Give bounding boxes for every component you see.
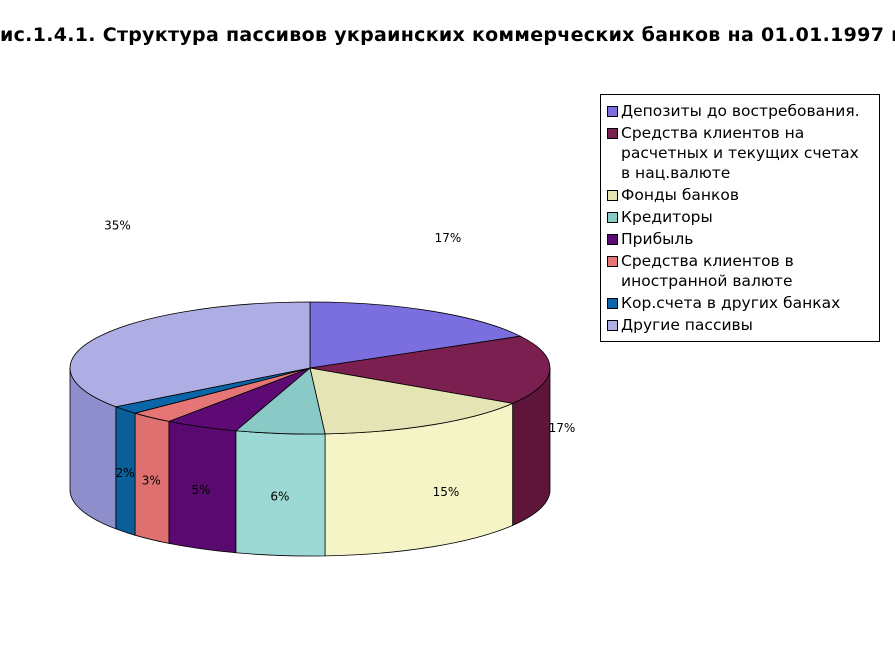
chart-legend: Депозиты до востребования. Средства клиен… [600, 94, 880, 342]
legend-swatch [607, 106, 618, 117]
legend-swatch [607, 256, 618, 267]
legend-item-2: Средства клиентов на расчетных и текущих… [607, 123, 871, 183]
pie-slice-2 [309, 335, 551, 404]
legend-item-6: Средства клиентов в иностранной валюте [607, 251, 871, 291]
legend-item-3: Фонды банков [607, 185, 871, 205]
pie-slice-3 [309, 367, 515, 435]
data-label-3: 15% [433, 485, 460, 499]
legend-item-7: Кор.счета в других банках [607, 293, 871, 313]
legend-label: Депозиты до востребования. [621, 102, 860, 120]
pie-sides [69, 367, 551, 557]
data-label-8: 35% [104, 219, 131, 233]
legend-label: Кор.счета в других банках [621, 294, 841, 312]
legend-item-8: Другие пассивы [607, 315, 871, 335]
data-label-5: 5% [191, 483, 210, 497]
legend-swatch [607, 298, 618, 309]
legend-item-4: Кредиторы [607, 207, 871, 227]
pie-slice-1 [309, 301, 522, 369]
legend-label: Кредиторы [621, 208, 713, 226]
legend-swatch [607, 320, 618, 331]
legend-label: Средства клиентов в иностранной валюте [621, 252, 794, 290]
legend-label: Другие пассивы [621, 316, 753, 334]
data-label-4: 6% [270, 490, 289, 504]
legend-swatch [607, 212, 618, 223]
legend-label: Прибыль [621, 230, 694, 248]
legend-label: Фонды банков [621, 186, 740, 204]
legend-swatch [607, 128, 618, 139]
data-label-2: 17% [549, 421, 576, 435]
data-label-6: 3% [142, 474, 161, 488]
data-label-7: 2% [116, 466, 135, 480]
pie-slice-8 [69, 301, 311, 408]
legend-item-5: Прибыль [607, 229, 871, 249]
legend-swatch [607, 234, 618, 245]
pie-labels: 17% 17% 15% 6% 5% 3% 2% 35% [104, 219, 575, 504]
legend-item-1: Депозиты до востребования. [607, 101, 871, 121]
data-label-1: 17% [435, 231, 462, 245]
legend-swatch [607, 190, 618, 201]
pie-tops [69, 301, 551, 435]
chart-title: ис.1.4.1. Структура пассивов украинских … [0, 24, 895, 46]
legend-label: Средства клиентов на расчетных и текущих… [621, 124, 859, 182]
